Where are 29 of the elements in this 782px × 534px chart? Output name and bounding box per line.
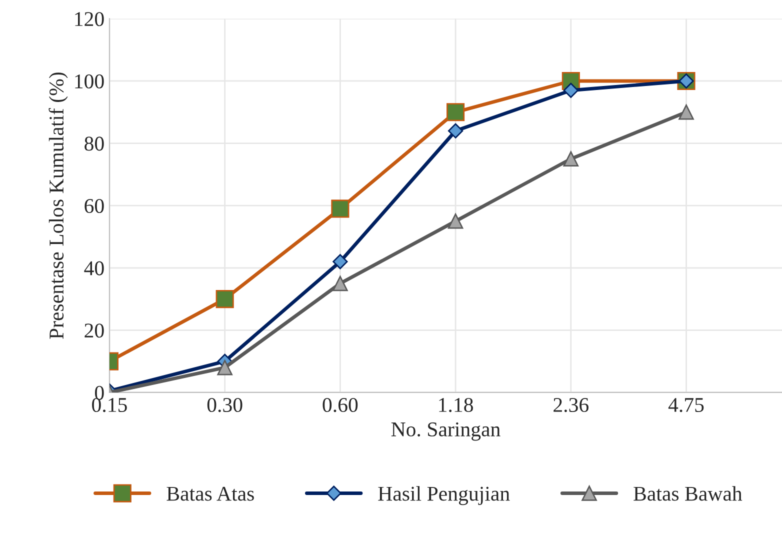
point: [216, 290, 234, 308]
x-tick-label: 2.36: [554, 398, 589, 412]
point: [332, 254, 348, 270]
point: [563, 151, 579, 167]
x-tick-label: 0.30: [207, 398, 242, 412]
point: [448, 214, 464, 229]
x-tick-label: 1.18: [439, 398, 473, 412]
point: [217, 360, 232, 376]
point: [448, 123, 464, 138]
x-axis-title: No. Saringan: [391, 422, 500, 441]
y-tick-label: 40: [84, 261, 104, 276]
point: [332, 276, 348, 292]
x-tick-label: 4.75: [668, 398, 704, 412]
y-tick-label: 120: [75, 12, 104, 26]
y-tick-label: 80: [84, 136, 104, 151]
y-tick-label: 60: [84, 198, 104, 214]
legend-label: Hasil Pengujian: [378, 486, 510, 506]
y-tick-label: 20: [84, 324, 104, 338]
y-tick-label: 0: [94, 386, 104, 400]
point: [563, 82, 578, 98]
point: [678, 104, 694, 120]
y-axis-title: Presentase Lolos Kumulatif (%): [48, 72, 68, 339]
point: [331, 200, 350, 218]
y-tick-label: 100: [75, 74, 104, 88]
legend-label: Batas Bawah: [634, 486, 742, 501]
point: [446, 103, 465, 122]
legend-label: Batas Atas: [166, 486, 254, 501]
x-tick-label: 0.15: [92, 398, 127, 412]
x-tick-label: 0.60: [322, 398, 358, 412]
